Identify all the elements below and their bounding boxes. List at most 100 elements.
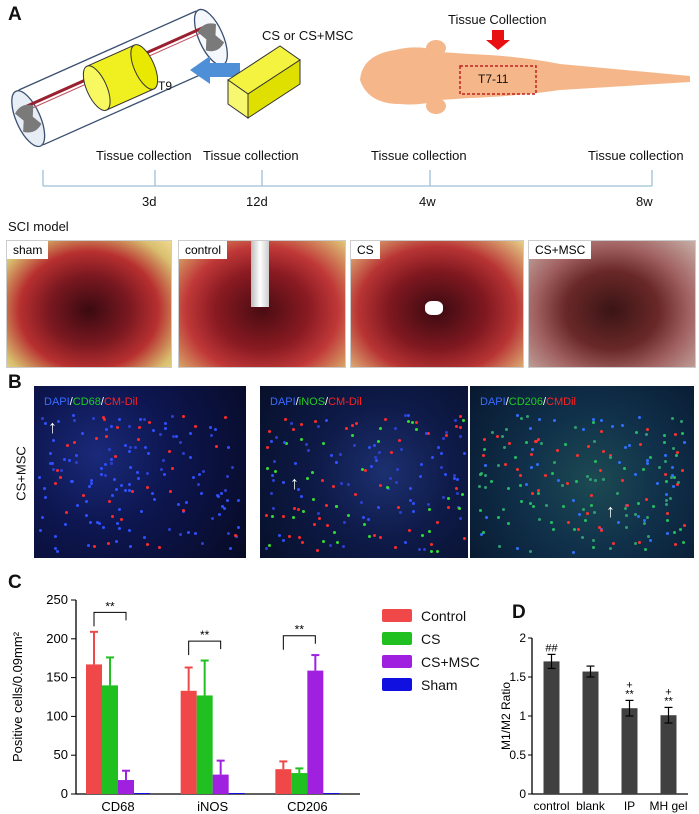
cell-dot	[147, 451, 151, 455]
cell-dot	[315, 548, 319, 552]
cell-dot	[313, 419, 317, 423]
cell-dot	[222, 506, 226, 510]
legend-item: CS	[382, 627, 492, 650]
legend-item: Sham	[382, 673, 492, 696]
red-arrow-icon	[486, 30, 510, 50]
cell-dot	[649, 456, 653, 460]
cell-dot	[367, 517, 371, 521]
cell-dot	[427, 508, 431, 512]
cell-dot	[237, 499, 241, 503]
cell-dot	[574, 480, 578, 484]
y-tick-label: 1	[519, 709, 526, 723]
cell-dot	[636, 501, 640, 505]
cell-dot	[670, 465, 674, 469]
cell-dot	[283, 417, 287, 421]
cell-dot	[507, 441, 511, 445]
cell-dot	[485, 515, 489, 519]
cell-dot	[593, 459, 597, 463]
cell-dot	[189, 431, 193, 435]
cell-dot	[87, 485, 91, 489]
cell-dot	[409, 499, 413, 503]
cell-dot	[63, 522, 67, 526]
legend-label: Control	[421, 607, 467, 624]
cell-dot	[288, 535, 292, 539]
cell-dot	[373, 456, 377, 460]
cell-dot	[562, 505, 566, 509]
stain-part: DAPI	[480, 396, 506, 408]
significance-mark: **	[295, 623, 305, 637]
bar	[212, 774, 229, 794]
stain-part: iNOS	[298, 396, 326, 408]
cell-dot	[56, 420, 60, 424]
cell-dot	[564, 442, 568, 446]
stain-part: CM-Dil	[103, 396, 138, 408]
cell-dot	[531, 504, 535, 508]
cell-dot	[363, 468, 367, 472]
cell-dot	[538, 518, 542, 522]
cell-dot	[305, 443, 309, 447]
fluor-image-cd206: DAPI/CD206/CMDil ↑	[470, 386, 694, 558]
panel-a-letter: A	[8, 4, 22, 25]
cell-dot	[399, 447, 403, 451]
cell-dot	[269, 492, 273, 496]
cell-dot	[557, 478, 561, 482]
cell-dot	[362, 515, 366, 519]
cell-dot	[674, 543, 678, 547]
cell-dot	[53, 482, 57, 486]
cell-dot	[414, 421, 418, 425]
cell-dot	[675, 483, 679, 487]
y-axis-label: Positive cells/0.09mm²	[10, 631, 25, 762]
cell-dot	[265, 467, 269, 471]
cell-dot	[210, 516, 214, 520]
cell-dot	[665, 499, 669, 503]
cell-dot	[462, 418, 466, 422]
cell-dot	[387, 487, 391, 491]
cell-dot	[372, 443, 376, 447]
cell-dot	[334, 504, 338, 508]
stain-part: DAPI	[44, 396, 70, 408]
cell-dot	[104, 473, 108, 477]
cell-dot	[639, 442, 643, 446]
cell-dot	[159, 433, 163, 437]
cell-dot	[221, 504, 225, 508]
cell-dot	[657, 466, 661, 470]
cell-dot	[495, 435, 499, 439]
cell-dot	[481, 530, 485, 534]
legend-swatch	[382, 632, 412, 645]
cell-dot	[590, 503, 594, 507]
stain-part: CD68	[72, 396, 101, 408]
bar	[86, 664, 102, 794]
cell-dot	[368, 446, 372, 450]
cell-dot	[229, 546, 233, 550]
cell-dot	[101, 525, 105, 529]
cell-dot	[376, 505, 380, 509]
cell-dot	[425, 431, 429, 435]
cell-dot	[411, 501, 415, 505]
cell-dot	[676, 451, 680, 455]
cell-dot	[593, 440, 597, 444]
cell-dot	[681, 540, 685, 544]
cell-dot	[646, 516, 650, 520]
cell-dot	[168, 489, 172, 493]
cell-dot	[217, 512, 221, 516]
cell-dot	[453, 474, 457, 478]
cell-dot	[643, 518, 647, 522]
cell-dot	[53, 534, 57, 538]
cell-dot	[479, 472, 483, 476]
cell-dot	[430, 543, 434, 547]
cell-dot	[393, 427, 397, 431]
cell-dot	[186, 530, 190, 534]
cell-dot	[665, 512, 669, 516]
cell-dot	[335, 460, 339, 464]
cell-dot	[456, 492, 460, 496]
cell-dot	[584, 519, 588, 523]
cell-dot	[598, 526, 602, 530]
cell-dot	[536, 462, 540, 466]
legend-label: CS	[421, 630, 441, 647]
cell-dot	[268, 544, 272, 548]
cell-dot	[519, 416, 523, 420]
timepoint-8w: 8w	[636, 194, 653, 209]
cell-dot	[194, 531, 198, 535]
cell-dot	[586, 445, 590, 449]
cell-dot	[170, 467, 174, 471]
